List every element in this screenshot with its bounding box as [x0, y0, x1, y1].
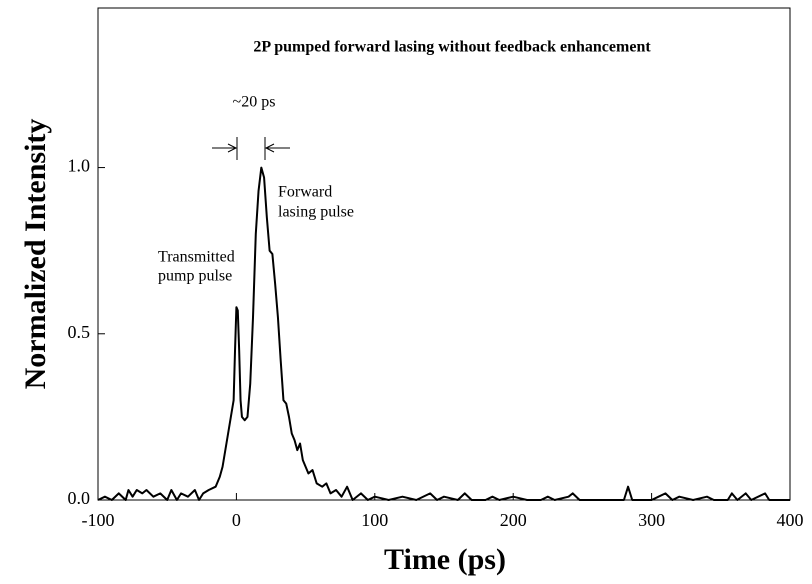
annotation: lasing pulse: [278, 204, 354, 221]
x-tick-label: 0: [232, 510, 241, 530]
data-line: [97, 166, 790, 501]
width-marker: [212, 137, 290, 160]
x-tick-label: -100: [82, 510, 115, 530]
annotation: pump pulse: [158, 268, 232, 285]
x-tick-label: 300: [638, 510, 665, 530]
y-tick-label: 0.0: [68, 488, 91, 508]
chart-title: 2P pumped forward lasing without feedbac…: [253, 39, 651, 56]
annotation: Transmitted: [158, 249, 235, 266]
annotation: Forward: [278, 184, 332, 201]
annotation: ~20 ps: [233, 94, 276, 111]
x-tick-label: 400: [777, 510, 804, 530]
x-tick-label: 200: [500, 510, 527, 530]
y-tick-label: 0.5: [68, 322, 91, 342]
plot-frame: [97, 7, 791, 501]
y-tick-label: 1.0: [68, 156, 91, 176]
x-axis-label: Time (ps): [384, 543, 506, 576]
y-axis-label: Normalized Intensity: [19, 119, 52, 390]
x-tick-label: 100: [361, 510, 388, 530]
